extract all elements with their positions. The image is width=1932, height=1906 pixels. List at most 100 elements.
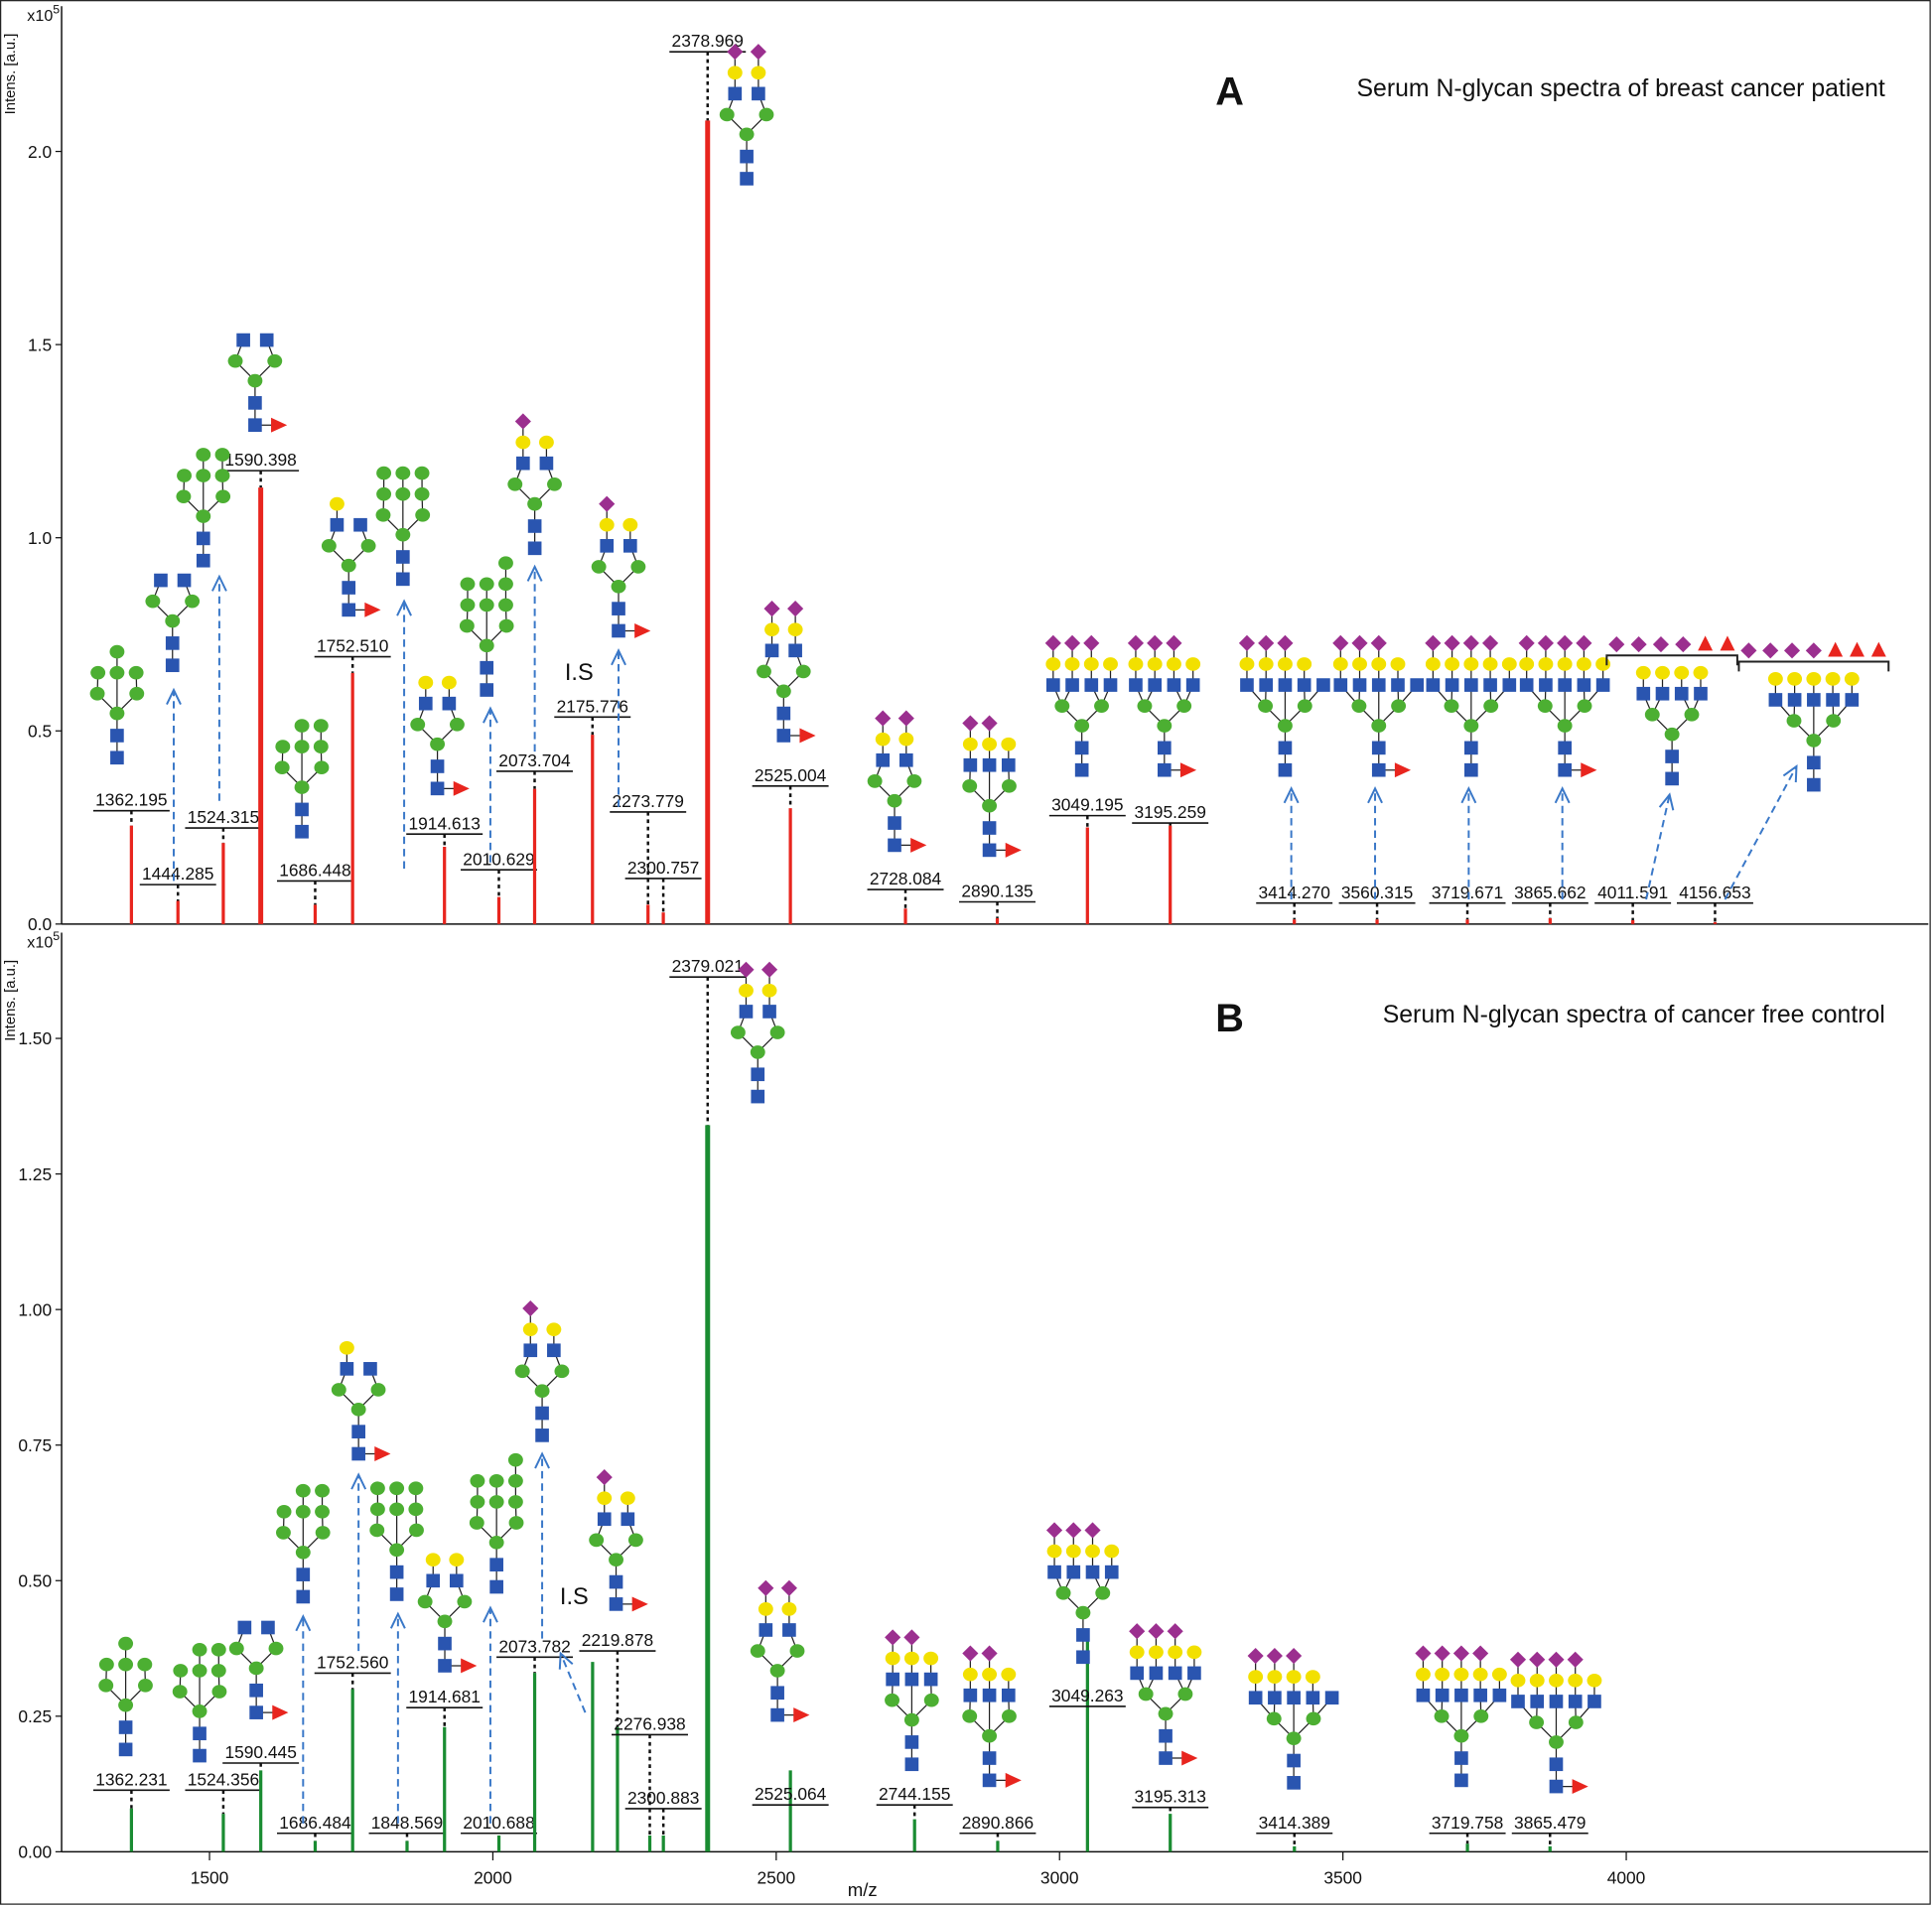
galactose: [898, 732, 914, 747]
glcnac: [1268, 1691, 1282, 1705]
glcnac: [751, 1067, 765, 1082]
glcnac: [1426, 678, 1441, 692]
glcnac: [248, 418, 262, 433]
peak-label: 2300.883: [627, 1788, 699, 1808]
mannose: [795, 664, 811, 679]
galactose: [418, 675, 434, 690]
galactose: [449, 1553, 465, 1567]
glcnac: [535, 1429, 549, 1442]
neuac: [885, 1629, 901, 1646]
glcnac: [1001, 1688, 1016, 1702]
galactose: [1297, 657, 1312, 671]
glcnac: [759, 1623, 773, 1637]
mannose: [1138, 1687, 1154, 1702]
mannose: [719, 107, 735, 122]
peak-label: 2219.878: [582, 1630, 653, 1650]
mannose: [1286, 1731, 1302, 1746]
mannose: [1266, 1711, 1282, 1726]
mannose: [457, 1594, 473, 1609]
fucose: [1179, 762, 1197, 778]
galactose: [1787, 672, 1803, 686]
mannose: [459, 618, 475, 633]
arrow: [1460, 786, 1477, 900]
mannose: [395, 486, 411, 501]
glcnac: [418, 696, 433, 711]
mannose: [376, 486, 392, 501]
mannose: [488, 1495, 504, 1509]
y-tick-label: 0.0: [28, 914, 52, 934]
mannose: [276, 1505, 292, 1519]
glcnac: [1454, 1773, 1468, 1788]
neuac: [1247, 1647, 1264, 1665]
mannose: [128, 665, 144, 680]
glcnac: [1558, 678, 1572, 692]
galactose: [329, 496, 345, 511]
mannose: [449, 717, 465, 732]
arrow: [611, 648, 626, 807]
mannose: [1644, 708, 1660, 722]
glcnac: [728, 86, 743, 101]
mannose: [534, 1384, 550, 1399]
glcnac: [982, 821, 997, 835]
y-tick-label: 1.25: [18, 1164, 52, 1184]
mannose: [192, 1643, 207, 1657]
glcnac: [762, 1005, 776, 1019]
galactose: [1147, 657, 1163, 671]
glcnac: [963, 757, 978, 772]
glcnac: [1674, 686, 1689, 701]
glcnac: [751, 1089, 765, 1104]
mannose: [591, 560, 607, 574]
glcnac: [1159, 1728, 1173, 1743]
galactose: [546, 1322, 562, 1336]
mannose: [887, 793, 902, 808]
peak-label: 2525.064: [755, 1784, 827, 1804]
mannose: [1054, 699, 1070, 713]
galactose: [982, 737, 998, 751]
glcnac: [1558, 762, 1572, 777]
glcnac: [923, 1672, 938, 1687]
galactose: [1445, 657, 1460, 671]
mannose: [507, 476, 523, 491]
glcnac: [740, 172, 754, 186]
glcnac: [1464, 741, 1478, 755]
neuac: [787, 601, 804, 617]
fucose: [271, 417, 288, 433]
mannose: [196, 509, 211, 523]
glycan: [591, 495, 651, 638]
mannose: [460, 598, 476, 613]
mannose: [1258, 699, 1274, 713]
galactose: [425, 1553, 441, 1567]
neuac: [875, 710, 892, 727]
fucose: [1720, 635, 1735, 651]
glcnac: [904, 1672, 919, 1687]
peak-label: 2379.021: [672, 956, 744, 976]
glcnac: [110, 729, 124, 743]
mannose: [1075, 1605, 1091, 1620]
peak-label: 2010.629: [463, 849, 534, 869]
glcnac: [1352, 678, 1367, 692]
mannose: [389, 1481, 405, 1496]
arrow: [483, 706, 498, 863]
glcnac: [527, 519, 542, 533]
neuac: [1783, 642, 1801, 659]
glcnac: [1587, 1695, 1601, 1708]
galactose: [1104, 1544, 1120, 1559]
galactose: [1001, 1667, 1017, 1682]
mannose: [1806, 734, 1822, 748]
galactose: [1491, 1667, 1507, 1682]
glcnac: [342, 603, 356, 617]
y-multiplier-exponent: 5: [53, 929, 60, 943]
mannose: [507, 1495, 523, 1509]
mannose: [769, 1025, 785, 1039]
glycan: [369, 1481, 424, 1601]
mannose: [611, 579, 626, 594]
peak-label: 1752.560: [317, 1652, 388, 1672]
mannose: [1537, 699, 1553, 713]
glycan: [719, 44, 774, 186]
neuac: [1147, 634, 1164, 651]
galactose: [1435, 1667, 1450, 1682]
glcnac: [340, 1362, 354, 1376]
fucose: [1394, 762, 1412, 778]
glcnac: [1333, 678, 1348, 692]
